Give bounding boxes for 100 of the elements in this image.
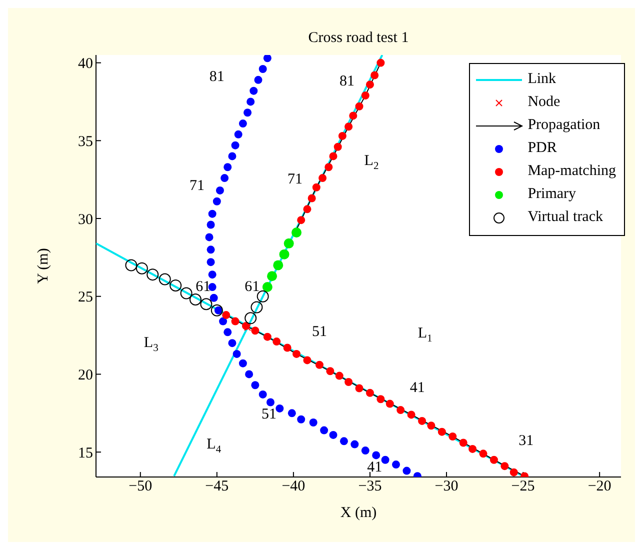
y-tick-label: 30 <box>78 212 93 228</box>
point <box>231 317 240 326</box>
point <box>276 404 284 412</box>
point <box>366 388 374 397</box>
annotation: 41 <box>367 460 382 476</box>
legend-label: Map-matching <box>528 163 616 179</box>
point <box>427 422 436 430</box>
point <box>158 273 171 286</box>
point <box>210 294 218 302</box>
point <box>189 293 202 306</box>
point <box>334 142 342 151</box>
point <box>279 249 290 260</box>
legend-label: Propagation <box>528 117 600 133</box>
point <box>125 259 138 272</box>
point <box>376 58 385 67</box>
point <box>468 444 477 453</box>
chart-title: Cross road test 1 <box>308 30 409 46</box>
point <box>361 446 370 455</box>
annotation: 31 <box>518 433 534 450</box>
point <box>344 378 353 386</box>
point <box>366 80 374 89</box>
point <box>222 311 230 320</box>
point <box>242 322 250 330</box>
point <box>355 384 364 392</box>
point <box>212 197 221 206</box>
annotation: 71 <box>287 172 302 188</box>
point <box>309 418 318 426</box>
point <box>180 287 192 300</box>
point <box>297 216 306 224</box>
point <box>381 456 390 464</box>
point <box>262 282 272 292</box>
y-tick-label: 40 <box>78 56 93 72</box>
point <box>349 112 358 120</box>
point <box>254 76 262 84</box>
point <box>232 350 241 358</box>
point <box>205 233 214 242</box>
point <box>396 406 405 414</box>
annotation: 81 <box>209 68 224 85</box>
x-tick-label: −35 <box>358 478 382 495</box>
annotation: L$_{1}$ <box>418 326 432 345</box>
annotation: 61 <box>196 279 211 296</box>
point <box>244 312 257 324</box>
point <box>228 339 236 348</box>
point <box>283 344 292 352</box>
point <box>208 210 216 218</box>
point <box>146 268 159 281</box>
point <box>350 440 359 448</box>
annotation: 41 <box>410 380 425 396</box>
y-tick-label: 25 <box>78 290 93 306</box>
point <box>258 390 267 398</box>
x-tick-label: −45 <box>205 478 229 495</box>
point <box>231 141 240 150</box>
annotation: L$_{3}$ <box>144 335 158 354</box>
point <box>372 451 380 460</box>
point <box>303 356 312 364</box>
point <box>361 91 370 100</box>
point <box>224 328 232 336</box>
point <box>250 301 263 314</box>
point <box>324 163 333 172</box>
legend-label: Link <box>528 71 556 87</box>
x-axis-title: X (m) <box>340 505 377 521</box>
point <box>490 456 498 464</box>
y-tick-label: 35 <box>78 134 93 150</box>
x-tick-label: −30 <box>434 478 458 495</box>
point <box>292 350 301 358</box>
point <box>288 409 296 418</box>
annotation: 81 <box>340 73 355 90</box>
point <box>220 174 229 182</box>
point <box>335 372 344 380</box>
point <box>329 430 338 439</box>
point <box>297 415 306 424</box>
x-tick-label: −20 <box>588 478 612 495</box>
point <box>224 163 232 172</box>
point <box>273 260 284 270</box>
point <box>392 460 400 469</box>
point <box>136 262 148 274</box>
annotation: 51 <box>312 324 327 340</box>
point <box>266 398 274 406</box>
point <box>338 132 346 140</box>
point <box>246 98 255 106</box>
point <box>479 450 488 458</box>
point <box>438 428 446 436</box>
legend-label: Node <box>528 94 560 110</box>
point <box>320 426 328 434</box>
point <box>228 152 236 160</box>
annotation: 71 <box>190 178 205 194</box>
point <box>402 466 411 475</box>
point <box>256 290 269 302</box>
point <box>258 65 267 74</box>
point <box>263 55 272 62</box>
point <box>376 395 385 404</box>
point <box>355 102 364 110</box>
legend-label: Virtual track <box>528 209 604 225</box>
legend-label: PDR <box>528 140 557 156</box>
point <box>206 220 215 229</box>
point <box>418 416 426 425</box>
x-tick-label: −50 <box>128 478 152 495</box>
annotation: 61 <box>244 279 260 296</box>
point <box>238 359 247 368</box>
point <box>308 194 316 202</box>
